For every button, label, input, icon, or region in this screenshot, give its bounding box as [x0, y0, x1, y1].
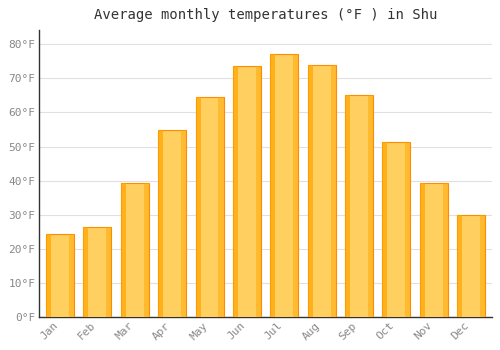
Title: Average monthly temperatures (°F ) in Shu: Average monthly temperatures (°F ) in Sh…	[94, 8, 438, 22]
Bar	[84, 227, 88, 317]
Bar	[196, 97, 200, 317]
Bar	[106, 227, 112, 317]
Bar	[218, 97, 224, 317]
Bar	[420, 182, 448, 317]
Bar	[382, 141, 410, 317]
Bar	[144, 182, 149, 317]
Bar	[420, 182, 425, 317]
Bar	[457, 215, 462, 317]
Bar	[406, 141, 410, 317]
Bar	[256, 66, 261, 317]
Bar	[308, 65, 312, 317]
Bar	[233, 66, 261, 317]
Bar	[196, 97, 224, 317]
Bar	[121, 182, 126, 317]
Bar	[480, 215, 485, 317]
Bar	[69, 234, 74, 317]
Bar	[121, 182, 149, 317]
Bar	[158, 130, 186, 317]
Bar	[382, 141, 388, 317]
Bar	[233, 66, 238, 317]
Bar	[181, 130, 186, 317]
Bar	[158, 130, 163, 317]
Bar	[330, 65, 336, 317]
Bar	[442, 182, 448, 317]
Bar	[46, 234, 74, 317]
Bar	[270, 54, 298, 317]
Bar	[308, 65, 336, 317]
Bar	[84, 227, 112, 317]
Bar	[46, 234, 51, 317]
Bar	[457, 215, 485, 317]
Bar	[345, 95, 373, 317]
Bar	[270, 54, 276, 317]
Bar	[368, 95, 373, 317]
Bar	[293, 54, 298, 317]
Bar	[345, 95, 350, 317]
